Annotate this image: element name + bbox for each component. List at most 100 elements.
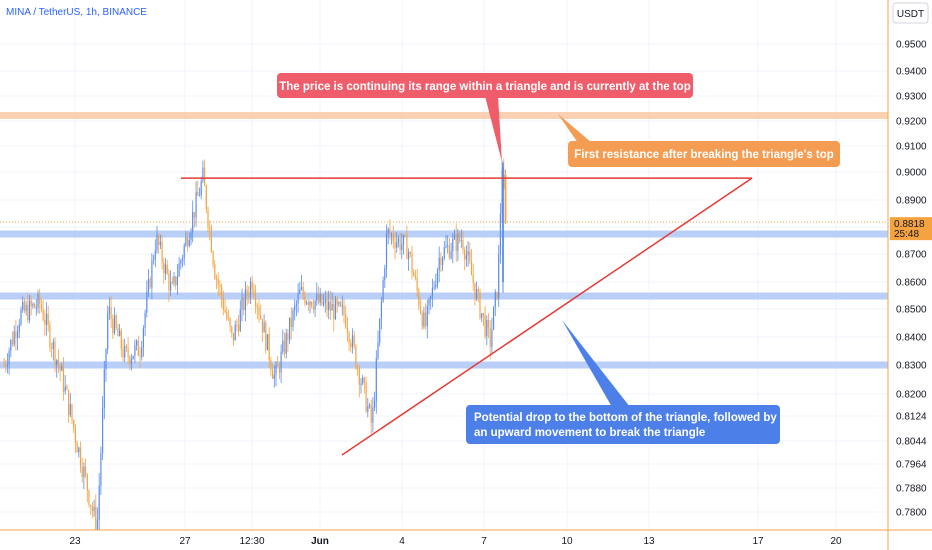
candle xyxy=(394,232,396,260)
candle xyxy=(5,359,7,373)
candle xyxy=(188,232,190,248)
horizontal-levels xyxy=(0,112,888,369)
candle xyxy=(368,402,371,409)
y-tick-label: 0.8900 xyxy=(896,196,927,207)
candle xyxy=(425,303,427,330)
candle xyxy=(348,330,350,351)
symbol-title[interactable]: MINA / TetherUS, 1h, BINANCE xyxy=(6,7,147,18)
candle xyxy=(68,389,70,423)
candle-body xyxy=(387,228,389,234)
candle-body xyxy=(285,333,287,354)
candle xyxy=(283,332,286,358)
candle xyxy=(350,339,352,353)
y-tick-label: 0.9200 xyxy=(896,117,927,128)
resistance-callout-text: First resistance after breaking the tria… xyxy=(574,149,834,161)
candle xyxy=(210,224,212,254)
candle xyxy=(45,302,48,336)
candle-body xyxy=(336,299,338,305)
candle-body xyxy=(411,253,413,273)
candle xyxy=(479,288,481,320)
candle xyxy=(107,305,109,355)
candle xyxy=(246,284,248,306)
candle-body xyxy=(185,237,187,246)
candle-body xyxy=(226,311,228,319)
candle xyxy=(122,339,124,362)
resistance-callout-box[interactable] xyxy=(568,141,840,167)
candle xyxy=(294,299,296,321)
callouts[interactable]: The price is continuing its range within… xyxy=(277,73,840,444)
candle-body xyxy=(197,191,199,196)
candle xyxy=(142,325,144,357)
candle xyxy=(329,290,331,320)
candle-body xyxy=(367,406,369,412)
candle xyxy=(119,324,121,337)
candle-body xyxy=(496,292,498,299)
candle xyxy=(25,300,27,316)
candle-body xyxy=(32,303,34,306)
candle xyxy=(476,281,478,301)
candle-body xyxy=(409,252,411,254)
candle-body xyxy=(110,307,112,320)
drop-callout-box[interactable] xyxy=(466,405,780,444)
top-callout-box[interactable] xyxy=(277,73,693,98)
candle xyxy=(462,230,464,255)
candle xyxy=(436,267,439,289)
candle-body xyxy=(258,307,260,316)
candle-body xyxy=(74,428,76,443)
candle-body xyxy=(265,322,267,351)
candle xyxy=(455,223,457,263)
candle xyxy=(147,268,150,298)
candle xyxy=(365,376,367,414)
candle xyxy=(481,313,483,323)
unit-button[interactable] xyxy=(892,2,929,24)
candle xyxy=(268,327,270,368)
candle xyxy=(324,290,326,313)
candle-body xyxy=(440,257,442,266)
candle-body xyxy=(431,287,433,297)
candle-body xyxy=(5,365,7,367)
candle xyxy=(56,358,58,378)
candle xyxy=(261,318,263,342)
candle xyxy=(302,281,304,300)
candle xyxy=(256,302,258,320)
candle xyxy=(241,288,243,322)
candle xyxy=(175,275,177,290)
candle-body xyxy=(499,213,501,255)
candle-body xyxy=(214,264,216,279)
candle-body xyxy=(37,294,39,308)
candle-body xyxy=(486,320,488,337)
candle-body xyxy=(79,447,82,468)
candle-body xyxy=(231,326,233,333)
candle xyxy=(164,258,167,281)
candle-body xyxy=(414,275,416,278)
candle xyxy=(496,291,498,301)
candle-body xyxy=(54,341,56,365)
candle xyxy=(482,313,484,326)
triangle-lines[interactable] xyxy=(181,177,753,456)
candle xyxy=(11,331,14,347)
candle xyxy=(340,300,342,308)
candle-body xyxy=(168,273,170,291)
candle xyxy=(275,361,277,387)
candle-body xyxy=(227,318,229,320)
candle xyxy=(285,328,287,359)
candle-body xyxy=(289,317,291,341)
candle xyxy=(333,296,335,332)
candle-body xyxy=(217,279,219,285)
candle-body xyxy=(380,301,382,319)
triangle-bottom-line[interactable] xyxy=(341,177,753,456)
candle-body xyxy=(401,244,403,251)
candle xyxy=(132,355,134,360)
candle-body xyxy=(64,386,66,392)
candle-body xyxy=(447,245,449,247)
x-tick-label: 12:30 xyxy=(239,536,264,547)
candle xyxy=(202,160,204,184)
candle-body xyxy=(351,335,354,348)
candle xyxy=(195,181,197,227)
candle-body xyxy=(132,356,134,359)
candle xyxy=(190,228,192,246)
candle xyxy=(173,272,175,287)
